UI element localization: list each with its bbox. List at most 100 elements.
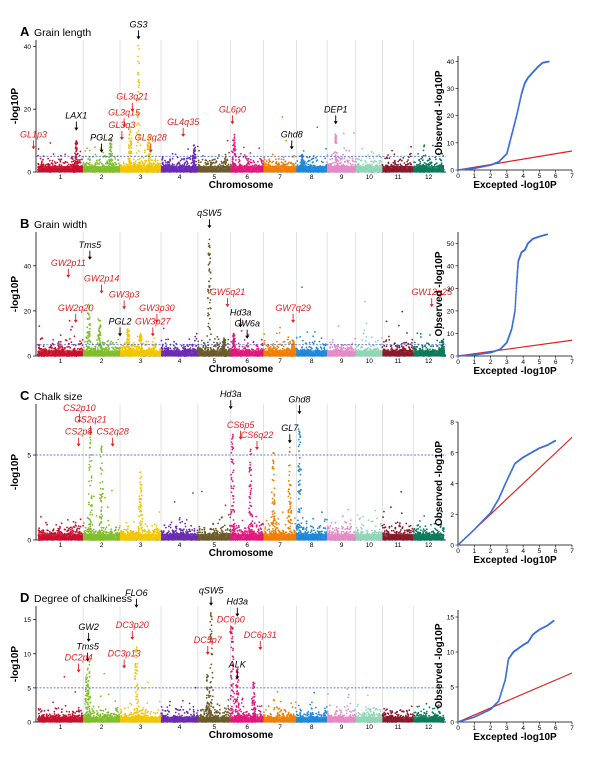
snp-point — [226, 158, 229, 161]
snp-point — [138, 48, 141, 50]
snp-point — [137, 44, 140, 47]
snp-point — [196, 145, 199, 148]
snp-point — [134, 162, 137, 165]
snp-point — [211, 159, 214, 162]
snp-point — [71, 325, 73, 328]
snp-point — [343, 147, 345, 149]
snp-point — [316, 126, 319, 128]
snp-point — [191, 154, 194, 157]
snp-point — [169, 160, 172, 162]
snp-point — [371, 163, 374, 166]
gene-label: Ghd8 — [281, 129, 303, 139]
snp-point — [52, 153, 55, 156]
snp-point — [189, 158, 192, 161]
snp-point — [106, 160, 109, 163]
snp-point — [417, 153, 419, 155]
snp-point — [107, 164, 110, 167]
snp-point — [89, 158, 91, 161]
snp-point — [247, 158, 250, 160]
snp-point — [184, 161, 187, 164]
snp-point — [144, 151, 146, 154]
snp-point — [233, 170, 236, 173]
snp-point — [139, 162, 142, 165]
snp-point — [185, 157, 188, 160]
snp-point — [109, 342, 112, 344]
snp-point — [137, 158, 139, 161]
snp-point — [195, 169, 197, 172]
snp-point — [70, 156, 73, 159]
snp-point — [221, 162, 223, 165]
snp-point — [438, 158, 441, 160]
snp-point — [78, 169, 80, 172]
y-tick-label: 0 — [27, 170, 31, 177]
snp-point — [64, 339, 67, 341]
snp-density-band — [355, 165, 383, 172]
snp-point — [49, 142, 52, 144]
snp-point — [57, 348, 59, 350]
snp-point — [342, 153, 344, 156]
snp-point — [117, 338, 119, 341]
snp-point — [331, 154, 333, 156]
snp-point — [144, 149, 146, 152]
snp-point — [81, 339, 84, 341]
snp-point — [59, 334, 62, 336]
snp-point — [370, 150, 373, 153]
snp-point — [362, 163, 364, 166]
y-tick-label: 0 — [27, 354, 31, 361]
snp-point — [111, 152, 113, 155]
snp-point — [87, 163, 90, 165]
snp-point — [265, 160, 268, 163]
snp-point — [138, 157, 141, 160]
snp-point — [226, 139, 229, 142]
snp-point — [128, 152, 131, 155]
snp-point — [197, 161, 200, 164]
snp-point — [110, 340, 113, 343]
snp-point — [129, 166, 131, 169]
y-axis-label: -log10P — [10, 88, 21, 124]
snp-point — [47, 163, 50, 165]
snp-point — [238, 158, 241, 161]
snp-point — [195, 160, 198, 163]
snp-point — [277, 157, 280, 160]
chromosome-tick-label: 7 — [278, 174, 282, 181]
snp-point — [144, 159, 147, 162]
snp-point — [367, 154, 369, 156]
snp-point — [96, 161, 98, 163]
snp-point — [42, 158, 44, 161]
snp-point — [57, 342, 59, 345]
snp-point — [406, 163, 409, 165]
snp-point — [108, 347, 110, 349]
snp-point — [227, 163, 230, 166]
snp-point — [79, 340, 81, 343]
snp-point — [391, 149, 393, 152]
snp-point — [340, 161, 342, 164]
snp-point — [111, 169, 113, 172]
snp-point — [111, 171, 113, 173]
snp-point — [140, 160, 143, 162]
snp-point — [84, 163, 86, 165]
snp-point — [147, 169, 149, 172]
snp-point — [231, 163, 234, 166]
snp-point — [122, 162, 125, 165]
snp-point — [301, 164, 304, 167]
snp-point — [247, 161, 250, 164]
snp-point — [223, 160, 226, 163]
snp-point — [177, 163, 179, 165]
snp-point — [232, 151, 234, 154]
snp-point — [325, 147, 327, 150]
snp-point — [303, 170, 305, 173]
snp-point — [145, 159, 148, 162]
snp-point — [228, 151, 230, 154]
snp-point — [137, 122, 140, 125]
gene-annotation: DEP1 — [324, 104, 347, 125]
snp-point — [351, 157, 354, 160]
snp-point — [333, 164, 336, 167]
snp-point — [353, 132, 355, 134]
snp-point — [72, 160, 75, 163]
snp-point — [366, 163, 369, 166]
snp-point — [147, 159, 150, 162]
snp-point — [293, 155, 296, 157]
snp-point — [435, 158, 437, 161]
